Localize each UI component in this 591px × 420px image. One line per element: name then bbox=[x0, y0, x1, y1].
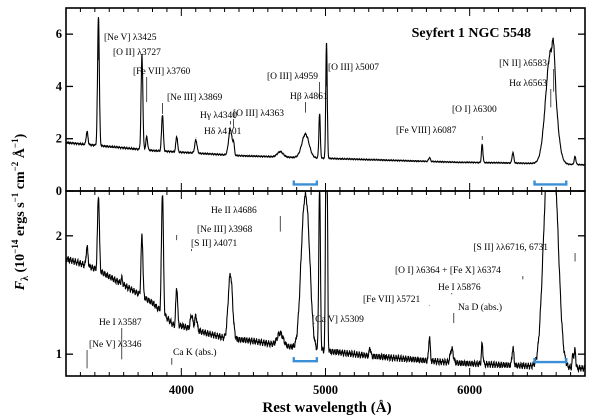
line-annotation: [Ne V] λ3346 bbox=[89, 340, 142, 350]
line-annotation: Hβ λ4861 bbox=[290, 92, 328, 102]
x-axis-label: Rest wavelength (Å) bbox=[262, 400, 391, 416]
line-annotation: [S II] λ4071 bbox=[191, 239, 238, 249]
line-annotation: [N II] λ6583 bbox=[499, 59, 547, 69]
line-annotation: [Ne III] λ3968 bbox=[197, 225, 253, 235]
line-annotation: Ca K (abs.) bbox=[173, 347, 217, 358]
x-tick-label: 4000 bbox=[169, 383, 194, 397]
y-tick-label: 2 bbox=[56, 132, 62, 146]
panel-bottom: 1 2 He II λ4686 [Ne III] λ3968 [S II] λ4071 [… bbox=[56, 190, 586, 377]
y-label-ang: Å bbox=[12, 147, 28, 162]
line-annotation: He I λ3587 bbox=[99, 318, 142, 328]
line-annotation: Na D (abs.) bbox=[458, 302, 502, 313]
y-axis-label: Fλ (10−14 ergs s−1 cm−2 Å−1) bbox=[10, 133, 31, 291]
line-annotation: [Fe VII] λ5721 bbox=[363, 295, 420, 305]
y-label-sub: λ bbox=[20, 276, 31, 281]
broad-line-marker bbox=[533, 180, 568, 186]
y-label-cm: cm bbox=[13, 171, 28, 193]
line-annotation: [O III] λ5007 bbox=[328, 63, 379, 73]
y-label-exp4: −1 bbox=[10, 138, 20, 148]
panels-group: 0 2 4 6 [Ne V] λ3425 [O II] λ3727 [Fe VII] λ37… bbox=[56, 7, 586, 397]
broad-line-marker bbox=[533, 358, 568, 364]
x-tick-label: 6000 bbox=[457, 383, 482, 397]
line-annotation: [Fe VII] λ3760 bbox=[133, 67, 190, 77]
y-tick-label: 0 bbox=[56, 184, 62, 198]
panel-top: 0 2 4 6 [Ne V] λ3425 [O II] λ3727 [Fe VII] λ37… bbox=[56, 7, 586, 198]
line-annotation: [O I] λ6300 bbox=[452, 105, 497, 115]
spectrum-line-top bbox=[65, 17, 586, 167]
line-annotation: Hδ λ4101 bbox=[204, 127, 242, 137]
y-tick-label: 6 bbox=[56, 27, 62, 41]
y-label-exp3: −2 bbox=[10, 161, 20, 171]
y-label-rest: (10 bbox=[13, 254, 28, 276]
broad-line-marker bbox=[292, 180, 319, 186]
line-annotation: [O II] λ3727 bbox=[113, 48, 161, 58]
line-annotation: [O III] λ4959 bbox=[267, 72, 318, 82]
line-annotation: [O I] λ6364 + [Fe X] λ6374 bbox=[395, 266, 501, 276]
spectrum-line-bottom bbox=[65, 190, 586, 374]
y-tick-label: 4 bbox=[56, 79, 63, 93]
line-annotation: [Ne V] λ3425 bbox=[104, 33, 157, 43]
x-tick-label: 5000 bbox=[313, 383, 338, 397]
y-label-main: F bbox=[13, 280, 28, 291]
line-annotation: [Ca V] λ5309 bbox=[312, 315, 364, 325]
y-tick-label: 2 bbox=[56, 229, 62, 243]
y-label-units: ergs s bbox=[13, 202, 28, 240]
line-annotation: Hα λ6563 bbox=[509, 79, 547, 89]
line-annotation: [O III] λ4363 bbox=[233, 109, 284, 119]
line-annotation: He I λ5876 bbox=[438, 283, 481, 293]
line-annotation: [Ne III] λ3869 bbox=[167, 93, 223, 103]
y-tick-label: 1 bbox=[56, 347, 62, 361]
chart-title: Seyfert 1 NGC 5548 bbox=[412, 26, 531, 41]
line-annotation: Hγ λ4340 bbox=[200, 111, 237, 121]
line-annotation: [S II] λλ6716, 6731 bbox=[473, 243, 548, 253]
broad-line-marker bbox=[292, 357, 319, 363]
line-annotation: [Fe VIII] λ6087 bbox=[396, 126, 457, 136]
y-label-exp2: −1 bbox=[10, 192, 20, 202]
y-label-close: ) bbox=[13, 133, 28, 138]
line-annotation: He II λ4686 bbox=[211, 206, 257, 216]
y-label-exp1: −14 bbox=[10, 239, 20, 254]
